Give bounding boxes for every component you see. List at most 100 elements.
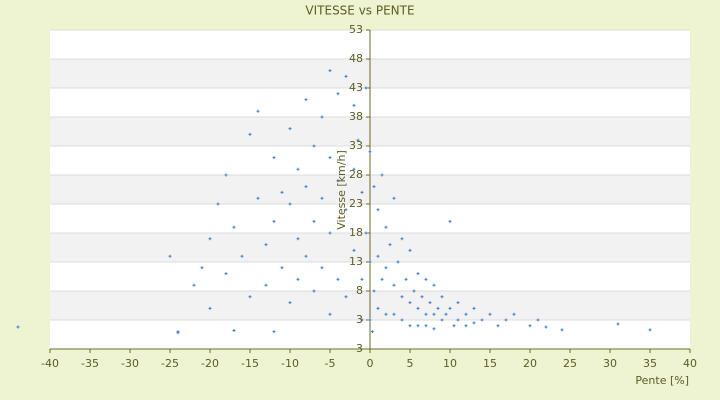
x-tick-label: 20 <box>523 357 537 370</box>
data-point <box>288 127 292 131</box>
y-tick-label: 33 <box>349 139 363 152</box>
data-point <box>384 225 388 229</box>
data-point <box>192 283 196 287</box>
data-point <box>352 103 356 107</box>
data-point <box>392 196 396 200</box>
x-tick-label: -35 <box>81 357 99 370</box>
data-point <box>200 266 204 270</box>
data-point <box>320 266 324 270</box>
data-point <box>472 321 476 325</box>
data-point <box>412 289 416 293</box>
x-tick-label: 40 <box>683 357 697 370</box>
data-point <box>288 202 292 206</box>
y-tick-label: 18 <box>349 226 363 239</box>
data-point <box>496 324 500 328</box>
data-point <box>376 254 380 258</box>
data-point <box>456 318 460 322</box>
data-point <box>432 283 436 287</box>
x-tick-label: -30 <box>121 357 139 370</box>
data-point <box>428 301 432 305</box>
data-point <box>360 277 364 281</box>
y-tick-label: 8 <box>356 284 363 297</box>
data-point <box>296 167 300 171</box>
data-point <box>404 277 408 281</box>
x-tick-label: 10 <box>443 357 457 370</box>
data-point <box>216 202 220 206</box>
data-point <box>408 301 412 305</box>
y-tick-label: 48 <box>349 52 363 65</box>
chart-title: VITESSE vs PENTE <box>305 4 414 18</box>
data-point <box>408 324 412 328</box>
data-point <box>488 312 492 316</box>
data-point <box>296 237 300 241</box>
data-point <box>368 318 372 322</box>
data-point <box>344 208 348 212</box>
data-point <box>512 312 516 316</box>
data-point <box>364 231 368 235</box>
data-point <box>320 196 324 200</box>
data-point <box>208 306 212 310</box>
data-point <box>224 173 228 177</box>
data-point <box>528 324 532 328</box>
data-point <box>304 254 308 258</box>
data-point <box>400 295 404 299</box>
data-point <box>648 328 652 332</box>
data-point <box>364 86 368 90</box>
data-point <box>232 328 236 332</box>
data-point <box>408 248 412 252</box>
data-point <box>436 306 440 310</box>
data-point <box>372 185 376 189</box>
data-point <box>336 179 340 183</box>
y-tick-label: 3 <box>356 342 363 355</box>
data-point <box>272 156 276 160</box>
x-tick-label: -40 <box>41 357 59 370</box>
data-point <box>432 327 436 331</box>
data-point <box>368 150 372 154</box>
data-point <box>536 318 540 322</box>
data-point <box>256 109 260 113</box>
data-point <box>280 190 284 194</box>
data-point <box>312 144 316 148</box>
data-point <box>16 325 20 329</box>
data-point <box>168 254 172 258</box>
data-point <box>448 219 452 223</box>
y-tick-label: 43 <box>349 81 363 94</box>
data-point <box>328 312 332 316</box>
data-point <box>370 330 374 334</box>
data-point <box>360 190 364 194</box>
data-point <box>248 132 252 136</box>
data-point <box>472 306 476 310</box>
data-point <box>272 219 276 223</box>
data-point <box>280 266 284 270</box>
data-point <box>344 295 348 299</box>
data-point <box>356 138 360 142</box>
data-point <box>256 196 260 200</box>
data-point <box>432 312 436 316</box>
y-tick-label: 13 <box>349 255 363 268</box>
data-point <box>464 312 468 316</box>
x-tick-label: 15 <box>483 357 497 370</box>
data-point <box>352 248 356 252</box>
data-point <box>224 272 228 276</box>
data-point <box>304 98 308 102</box>
data-point <box>264 283 268 287</box>
data-point <box>424 312 428 316</box>
data-point <box>288 301 292 305</box>
data-point <box>352 167 356 171</box>
data-point <box>264 243 268 247</box>
data-point <box>380 173 384 177</box>
data-point <box>336 277 340 281</box>
x-tick-label: 30 <box>603 357 617 370</box>
data-point <box>344 74 348 78</box>
x-tick-label: -10 <box>281 357 299 370</box>
data-point <box>416 324 420 328</box>
y-tick-label: 28 <box>349 168 363 181</box>
data-point <box>400 237 404 241</box>
data-point <box>208 237 212 241</box>
data-point <box>376 306 380 310</box>
data-point <box>452 324 456 328</box>
data-point <box>444 312 448 316</box>
data-point <box>328 231 332 235</box>
data-point <box>360 318 364 322</box>
data-point <box>380 277 384 281</box>
